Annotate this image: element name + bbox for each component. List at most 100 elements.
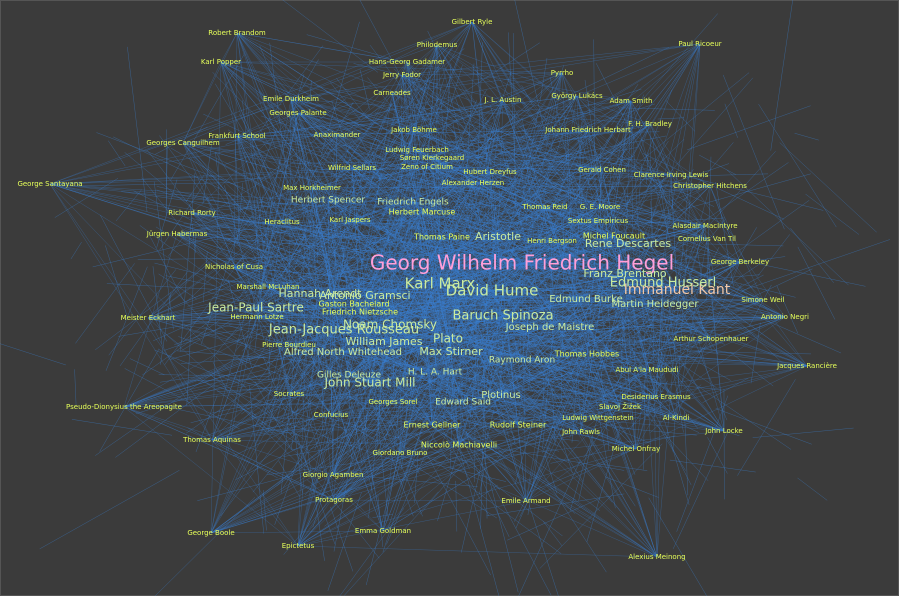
node-label[interactable]: Giorgio Agamben — [303, 471, 364, 479]
node-label[interactable]: Alexius Meinong — [628, 553, 685, 561]
node-label[interactable]: Ludwig Wittgenstein — [562, 414, 633, 422]
node-label[interactable]: Ernest Gellner — [404, 421, 462, 430]
node-label[interactable]: Pierre Bourdieu — [262, 341, 316, 349]
node-label[interactable]: Slavoj Žižek — [599, 402, 642, 411]
node-label[interactable]: Edward Said — [435, 398, 491, 408]
node-label[interactable]: Herbert Spencer — [291, 196, 365, 206]
node-label[interactable]: Pseudo-Dionysius the Areopagite — [66, 403, 182, 411]
node-label[interactable]: Jakob Böhme — [390, 126, 437, 134]
node-label[interactable]: Gerald Cohen — [578, 166, 626, 174]
node-label[interactable]: John Stuart Mill — [324, 376, 416, 390]
node-label[interactable]: Karl Marx — [405, 275, 476, 293]
node-label[interactable]: Carneades — [373, 89, 411, 97]
node-label[interactable]: Antonio Gramsci — [319, 289, 410, 302]
node-label[interactable]: Clarence Irving Lewis — [634, 171, 709, 179]
node-label[interactable]: Joseph de Maistre — [505, 322, 595, 333]
node-label[interactable]: Hermann Lotze — [230, 313, 283, 321]
node-label[interactable]: Baruch Spinoza — [452, 309, 553, 324]
node-label[interactable]: Friedrich Nietzsche — [322, 308, 398, 317]
node-label[interactable]: John Rawls — [561, 428, 600, 436]
node-label[interactable]: Nicholas of Cusa — [205, 263, 263, 271]
node-label[interactable]: Immanuel Kant — [624, 282, 731, 298]
node-label[interactable]: Rudolf Steiner — [490, 421, 547, 430]
node-label[interactable]: Jerry Fodor — [382, 71, 421, 79]
node-label[interactable]: Jürgen Habermas — [146, 230, 208, 238]
node-label[interactable]: Thomas Hobbes — [554, 350, 619, 359]
node-label[interactable]: Max Stirner — [419, 345, 483, 358]
node-label[interactable]: Arthur Schopenhauer — [674, 335, 749, 343]
node-label[interactable]: Hubert Dreyfus — [463, 168, 517, 176]
node-label[interactable]: John Locke — [704, 427, 742, 435]
node-label[interactable]: Cornelius Van Til — [678, 235, 736, 243]
node-label[interactable]: Thomas Paine — [413, 233, 470, 242]
node-label[interactable]: Raymond Aron — [489, 356, 555, 366]
node-label[interactable]: Thomas Reid — [521, 203, 567, 211]
node-label[interactable]: Henri Bergson — [527, 237, 577, 245]
node-label[interactable]: Max Horkheimer — [283, 184, 341, 192]
node-label[interactable]: Plato — [433, 332, 463, 346]
node-label[interactable]: Alfred North Whitehead — [284, 347, 402, 358]
node-label[interactable]: Gilbert Ryle — [452, 18, 493, 26]
node-label[interactable]: György Lukács — [551, 92, 603, 100]
node-label[interactable]: Confucius — [314, 411, 349, 419]
node-label[interactable]: J. L. Austin — [484, 96, 522, 104]
node-label[interactable]: Socrates — [274, 390, 305, 398]
node-label[interactable]: Richard Rorty — [168, 209, 215, 217]
node-label[interactable]: Jacques Rancière — [776, 362, 837, 370]
node-label[interactable]: David Hume — [446, 282, 539, 300]
node-label[interactable]: G. E. Moore — [580, 203, 620, 211]
node-label[interactable]: Simone Weil — [741, 296, 784, 304]
node-label[interactable]: Alasdair MacIntyre — [672, 222, 737, 230]
node-label[interactable]: Georges Palante — [269, 109, 326, 117]
node-label[interactable]: Hannah Arendt — [278, 287, 362, 300]
node-label[interactable]: Friedrich Engels — [377, 198, 449, 208]
node-label[interactable]: Meister Eckhart — [121, 314, 176, 322]
node-label[interactable]: Adam Smith — [610, 97, 653, 105]
node-label[interactable]: Rene Descartes — [585, 237, 672, 250]
node-label[interactable]: F. H. Bradley — [628, 120, 672, 128]
node-label[interactable]: George Santayana — [17, 180, 82, 188]
node-label[interactable]: Giordano Bruno — [373, 449, 428, 457]
node-label[interactable]: Zeno of Citium — [401, 163, 453, 171]
node-label[interactable]: Johann Friedrich Herbart — [544, 126, 631, 134]
node-label[interactable]: Noam Chomsky — [343, 318, 437, 332]
node-label[interactable]: Epictetus — [282, 542, 315, 550]
node-label[interactable]: William James — [345, 335, 422, 348]
node-label[interactable]: Protagoras — [315, 496, 353, 504]
node-label[interactable]: Georges Sorel — [368, 398, 417, 406]
node-label[interactable]: Robert Brandom — [208, 29, 266, 37]
node-label[interactable]: Christopher Hitchens — [673, 182, 747, 190]
node-label[interactable]: Plotinus — [481, 390, 521, 401]
node-label[interactable]: Emile Armand — [501, 497, 550, 505]
node-label[interactable]: Edmund Burke — [549, 294, 623, 305]
node-label[interactable]: Pyrrho — [551, 69, 574, 77]
node-label[interactable]: Jean-Paul Sartre — [207, 301, 304, 315]
node-label[interactable]: Herbert Marcuse — [389, 208, 456, 217]
node-label[interactable]: Al-Kindi — [663, 414, 690, 422]
node-label[interactable]: Abul A'la Maududi — [615, 366, 678, 374]
node-label[interactable]: Michel Onfray — [612, 445, 660, 453]
node-label[interactable]: Georges Canguilhem — [146, 139, 220, 147]
node-label[interactable]: Wilfrid Sellars — [328, 164, 376, 172]
node-label[interactable]: Emma Goldman — [355, 527, 411, 535]
node-label[interactable]: H. L. A. Hart — [408, 368, 463, 378]
node-label[interactable]: Antonio Negri — [761, 313, 809, 321]
node-label[interactable]: Georg Wilhelm Friedrich Hegel — [370, 251, 674, 275]
node-label[interactable]: Franz Brentano — [583, 267, 667, 280]
node-label[interactable]: Søren Kierkegaard — [400, 154, 464, 162]
node-label[interactable]: Ludwig Feuerbach — [385, 146, 449, 154]
node-label[interactable]: Gilles Deleuze — [317, 371, 381, 381]
node-label[interactable]: Gaston Bachelard — [318, 300, 389, 309]
node-label[interactable]: Desiderius Erasmus — [621, 393, 691, 401]
node-label[interactable]: Frankfurt School — [208, 132, 265, 140]
node-label[interactable]: Michel Foucault — [583, 232, 645, 241]
node-label[interactable]: Martin Heidegger — [612, 299, 700, 310]
node-label[interactable]: Aristotle — [475, 230, 521, 243]
node-label[interactable]: George Berkeley — [711, 258, 769, 266]
node-label[interactable]: Jean-Jacques Rousseau — [268, 323, 419, 338]
node-label[interactable]: Philodemus — [417, 41, 458, 49]
node-label[interactable]: Hans-Georg Gadamer — [369, 58, 445, 66]
node-label[interactable]: Edmund Husserl — [610, 276, 717, 291]
node-label[interactable]: Karl Jaspers — [329, 216, 370, 224]
node-label[interactable]: Anaximander — [314, 131, 361, 139]
